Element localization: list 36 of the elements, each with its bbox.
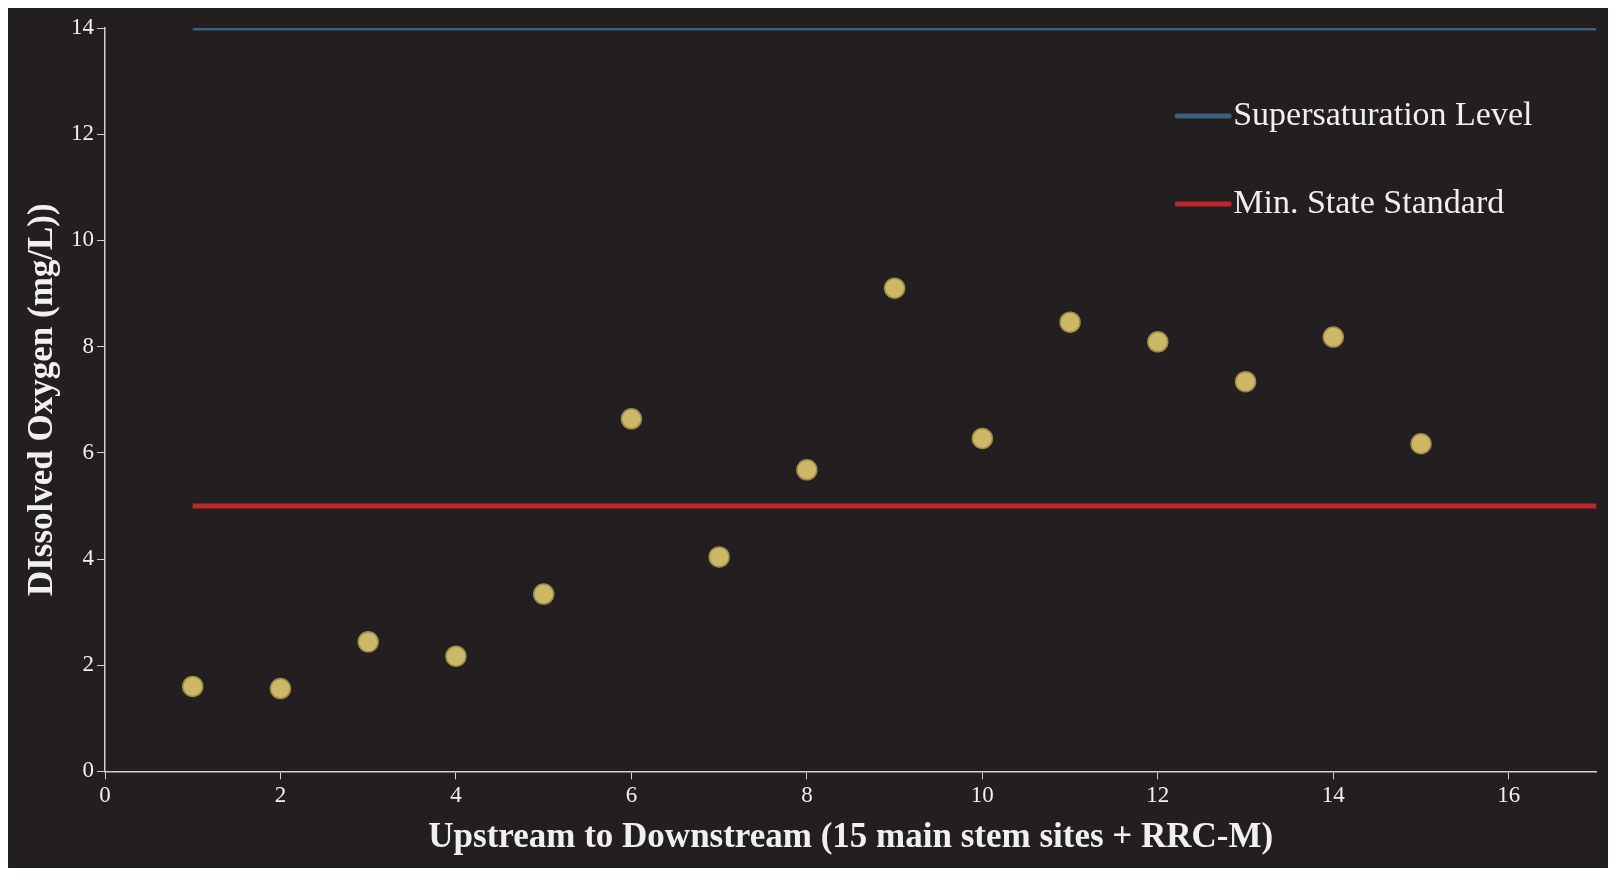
y-tick-label: 4 [82, 545, 95, 571]
x-tick-label: 4 [450, 782, 463, 808]
point [269, 677, 292, 700]
point [1059, 311, 1081, 333]
point [620, 408, 643, 430]
point [1322, 326, 1345, 348]
y-axis-title: DIssolved Oxygen (mg/L)) [21, 203, 61, 597]
x-tick-label: 10 [970, 782, 994, 808]
y-tick-label: 14 [71, 14, 95, 40]
point [532, 583, 555, 605]
point [181, 675, 204, 698]
x-tick-label: 6 [625, 782, 638, 808]
point [1410, 433, 1432, 455]
y-tick-label: 2 [82, 651, 94, 677]
legend-label: Supersaturation Level [1233, 94, 1533, 132]
point [1234, 370, 1257, 393]
legend-label: Min. State Standard [1233, 182, 1505, 220]
point [971, 427, 994, 450]
y-tick-label: 6 [82, 438, 94, 464]
x-tick-label: 8 [801, 782, 813, 808]
x-tick-label: 2 [274, 782, 287, 808]
x-tick-label: 12 [1146, 782, 1170, 808]
point [357, 631, 379, 653]
point [796, 459, 818, 481]
point [883, 277, 906, 299]
point [708, 546, 730, 568]
point [1147, 331, 1169, 353]
x-tick-label: 0 [99, 782, 111, 808]
x-tick-label: 16 [1497, 782, 1521, 808]
point [445, 645, 467, 667]
y-tick-label: 8 [82, 332, 94, 358]
y-tick-label: 12 [71, 120, 94, 146]
y-tick-label: 10 [71, 226, 94, 252]
y-tick-label: 0 [82, 757, 94, 783]
x-axis-title: Upstream to Downstream (15 main stem sites + RRC-M) [428, 816, 1274, 856]
x-tick-label: 14 [1321, 782, 1346, 808]
